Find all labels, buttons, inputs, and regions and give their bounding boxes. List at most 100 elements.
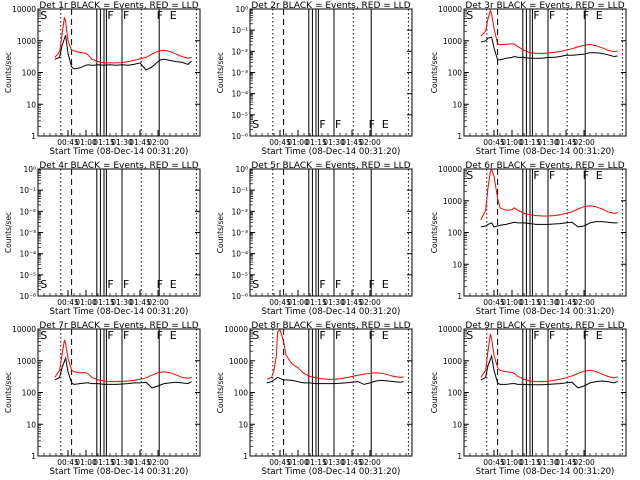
flag-marker-f: F bbox=[549, 9, 555, 22]
y-tick-label: 1 bbox=[457, 452, 462, 461]
plot-frame bbox=[249, 168, 413, 297]
flag-marker-f: F bbox=[157, 278, 163, 291]
y-tick-label: 100 bbox=[448, 69, 463, 78]
y-axis-title: Counts/sec bbox=[4, 52, 13, 93]
panel-title: Det 8r BLACK = Events, RED = LLD bbox=[251, 321, 410, 331]
series-events bbox=[480, 36, 618, 61]
y-tick-label: 10⁰ bbox=[235, 165, 248, 174]
x-tick-label: 01:15 bbox=[519, 298, 541, 307]
y-tick-label: 1 bbox=[457, 132, 462, 141]
panel-det-4: Det 4r BLACK = Events, RED = LLD 10⁻⁶ 10⁻⁵… bbox=[4, 161, 201, 317]
series-events bbox=[480, 354, 618, 389]
x-tick-label: 01:00 bbox=[501, 298, 523, 307]
y-tick-label: 10⁻² bbox=[231, 47, 248, 56]
y-tick-label: 1000 bbox=[17, 37, 36, 46]
flag-marker-f: F bbox=[157, 329, 163, 342]
flag-marker-f: F bbox=[319, 329, 325, 342]
y-tick-label: 1000 bbox=[443, 197, 462, 206]
y-tick-label: 1 bbox=[31, 452, 36, 461]
x-axis-title: Start Time (08-Dec-14 00:31:20) bbox=[262, 467, 401, 477]
y-tick-label: 10⁰ bbox=[235, 5, 248, 14]
plot-frame bbox=[249, 328, 413, 457]
y-tick-label: 100 bbox=[234, 389, 249, 398]
x-tick-label: 01:45 bbox=[555, 458, 577, 467]
x-tick-label: 02:00 bbox=[573, 138, 595, 147]
flag-marker-f: F bbox=[549, 329, 555, 342]
x-tick-label: 01:45 bbox=[341, 298, 363, 307]
flag-marker-f: F bbox=[583, 169, 589, 182]
y-tick-label: 10000 bbox=[438, 165, 462, 174]
x-axis-title: Start Time (08-Dec-14 00:31:20) bbox=[476, 307, 615, 317]
series-lld bbox=[480, 8, 618, 54]
x-tick-label: 01:30 bbox=[323, 298, 345, 307]
y-tick-label: 10 bbox=[452, 100, 462, 109]
panel-det-5: Det 5r BLACK = Events, RED = LLD 10⁻⁶ 10⁻⁵… bbox=[216, 161, 413, 317]
y-tick-label: 10000 bbox=[438, 325, 462, 334]
y-tick-label: 10 bbox=[452, 420, 462, 429]
x-tick-label: 01:45 bbox=[341, 138, 363, 147]
flag-marker-f: F bbox=[549, 169, 555, 182]
plot-frame bbox=[249, 8, 413, 137]
x-axis-title: Start Time (08-Dec-14 00:31:20) bbox=[262, 307, 401, 317]
panel-title: Det 1r BLACK = Events, RED = LLD bbox=[39, 1, 198, 11]
y-tick-label: 10⁻¹ bbox=[231, 26, 248, 35]
flag-marker-f: F bbox=[335, 329, 341, 342]
flag-marker-f: F bbox=[123, 329, 129, 342]
y-tick-label: 10⁻⁵ bbox=[19, 271, 36, 280]
y-tick-label: 1 bbox=[457, 292, 462, 301]
series-events bbox=[54, 356, 192, 389]
flag-marker-s: S bbox=[466, 9, 473, 22]
y-tick-label: 1 bbox=[31, 132, 36, 141]
y-axis-title: Counts/sec bbox=[216, 372, 225, 413]
panel-title: Det 6r BLACK = Events, RED = LLD bbox=[465, 161, 624, 171]
x-tick-label: 01:00 bbox=[75, 298, 97, 307]
x-tick-label: 01:15 bbox=[305, 298, 327, 307]
x-tick-label: 00:45 bbox=[483, 138, 505, 147]
y-tick-label: 100 bbox=[448, 389, 463, 398]
x-tick-label: 02:00 bbox=[573, 298, 595, 307]
x-tick-label: 02:00 bbox=[359, 298, 381, 307]
flag-marker-f: F bbox=[123, 278, 129, 291]
y-tick-label: 1000 bbox=[229, 357, 248, 366]
panel-det-2: Det 2r BLACK = Events, RED = LLD 10⁻⁶ 10⁻⁵… bbox=[216, 1, 413, 157]
x-tick-label: 01:15 bbox=[93, 298, 115, 307]
y-tick-label: 10⁻⁴ bbox=[19, 250, 36, 259]
y-tick-label: 10⁻¹ bbox=[231, 186, 248, 195]
flag-marker-s: S bbox=[40, 278, 47, 291]
flag-marker-f: F bbox=[533, 169, 539, 182]
panel-title: Det 5r BLACK = Events, RED = LLD bbox=[251, 161, 410, 171]
y-tick-label: 1 bbox=[243, 452, 248, 461]
series-lld bbox=[480, 168, 618, 221]
series-events bbox=[480, 221, 618, 228]
plot-frame bbox=[37, 168, 201, 297]
y-tick-label: 100 bbox=[22, 69, 37, 78]
x-tick-label: 01:30 bbox=[111, 458, 133, 467]
x-tick-label: 01:30 bbox=[537, 298, 559, 307]
y-axis-title: Counts/sec bbox=[4, 212, 13, 253]
x-tick-label: 01:00 bbox=[501, 458, 523, 467]
x-tick-label: 02:00 bbox=[359, 138, 381, 147]
y-tick-label: 100 bbox=[22, 389, 37, 398]
y-axis-title: Counts/sec bbox=[216, 52, 225, 93]
flag-marker-s: S bbox=[252, 278, 259, 291]
plot-frame bbox=[463, 8, 627, 137]
flag-marker-f: F bbox=[335, 278, 341, 291]
series-lld bbox=[54, 339, 192, 383]
y-tick-label: 1000 bbox=[443, 37, 462, 46]
flag-marker-f: F bbox=[123, 9, 129, 22]
flag-marker-e: E bbox=[382, 329, 389, 342]
y-tick-label: 10⁻⁶ bbox=[231, 132, 248, 141]
flag-marker-e: E bbox=[382, 278, 389, 291]
flag-marker-f: F bbox=[533, 329, 539, 342]
panel-det-6: Det 6r BLACK = Events, RED = LLD 1 10 100 10… bbox=[430, 161, 627, 317]
panel-det-7: Det 7r BLACK = Events, RED = LLD 1 10 100 10… bbox=[4, 321, 201, 477]
x-axis-title: Start Time (08-Dec-14 00:31:20) bbox=[476, 147, 615, 157]
y-tick-label: 10⁻⁴ bbox=[231, 250, 248, 259]
flag-marker-f: F bbox=[335, 118, 341, 131]
flag-marker-e: E bbox=[382, 118, 389, 131]
y-tick-label: 10⁻⁶ bbox=[19, 292, 36, 301]
x-tick-label: 01:30 bbox=[537, 458, 559, 467]
x-tick-label: 01:00 bbox=[287, 298, 309, 307]
x-tick-label: 01:30 bbox=[111, 138, 133, 147]
y-tick-label: 10000 bbox=[438, 5, 462, 14]
